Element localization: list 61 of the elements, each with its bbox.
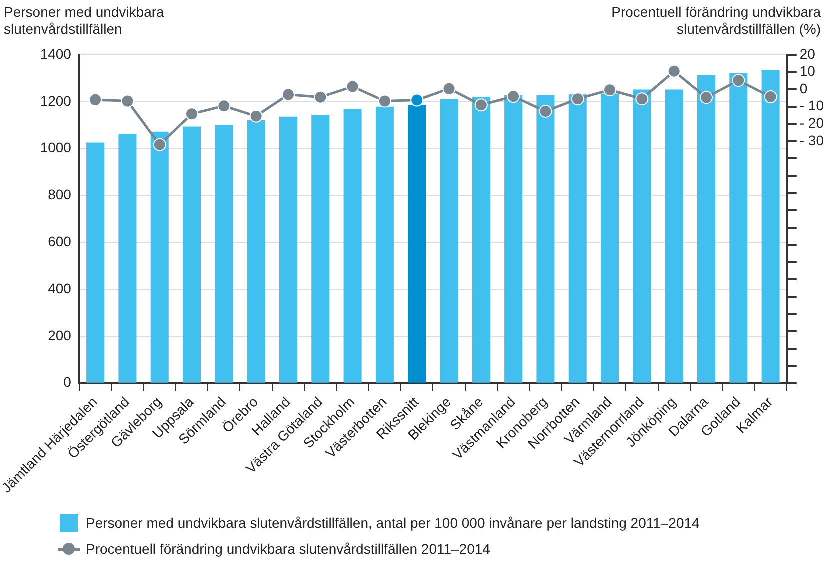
bar [344,108,362,383]
point [507,90,520,104]
bar [762,70,780,383]
bar [601,94,620,383]
y-tick-label: 1000 [40,140,72,156]
point [571,92,584,106]
bar [150,132,169,383]
point [442,82,456,96]
y2-tick-label: - 20 [800,114,824,131]
bar [536,95,555,383]
bar [215,125,234,383]
point [764,90,778,104]
y-tick-label: 800 [48,186,72,203]
y-axis-title: Personer med undvikbara slutenvårdstillfällen [4,4,166,38]
bar [697,75,716,383]
point [378,94,392,108]
point [604,84,617,97]
bar [118,134,137,383]
bar [472,96,490,383]
point [346,80,360,94]
bar [86,142,105,383]
y-tick-label: 0 [64,374,72,390]
point [121,94,134,108]
bar [665,90,684,383]
y2-axis-title: Procentuell förändring undvikbara slutenvårdstillfällen (%) [610,4,821,38]
y-tick-label: 1200 [40,92,72,109]
point [153,138,166,152]
point [539,105,552,118]
y2-tick-label: 20 [800,46,816,62]
point [474,98,488,112]
bar [183,126,202,383]
point [668,64,681,78]
y2-tick-label: 0 [800,80,808,96]
bar [312,115,330,383]
point [410,94,424,107]
bar [633,90,652,383]
point [282,88,295,102]
y2-tick-label: 10 [800,63,816,80]
point [250,110,263,123]
y-tick-label: 400 [48,280,72,296]
bar [730,73,748,383]
bar [376,106,394,383]
y2-tick-label: - 10 [800,98,824,114]
bar [279,116,298,383]
point [732,74,746,88]
y-tick-label: 1400 [40,46,72,62]
point [700,91,713,104]
y-tick-label: 200 [48,327,72,344]
y-tick-label: 600 [48,233,72,250]
bar [247,120,266,383]
bar [568,94,587,383]
point [636,92,649,106]
bar [504,95,523,383]
y2-tick-label: - 30 [800,132,824,148]
legend-label: Procentuell förändring undvikbara slutenvårdstillfällen 2011–2014 [86,541,490,557]
point [314,90,328,104]
point [186,108,199,121]
point [218,100,231,113]
point [89,93,102,106]
legend-label: Personer med undvikbara slutenvårdstillfällen, antal per 100 000 invånare per landsting 2011–2014 [86,515,700,531]
bar [440,100,458,383]
